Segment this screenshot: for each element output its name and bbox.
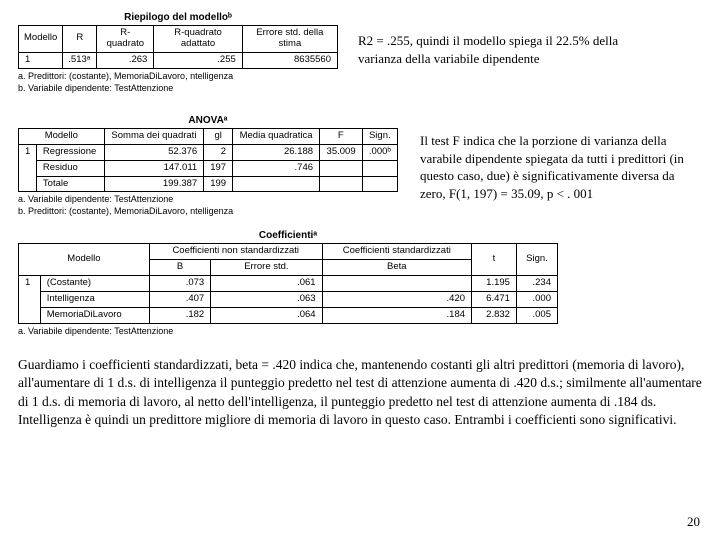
coeff-table: Modello Coefficienti non standardizzati … xyxy=(18,243,558,324)
table-row: Modello Coefficienti non standardizzati … xyxy=(19,244,558,260)
table-row: 1 (Costante) .073 .061 1.195 .234 xyxy=(19,276,558,292)
data-cell: .064 xyxy=(211,308,322,324)
data-cell: 8635560 xyxy=(242,52,337,68)
header-cell: Errore std. della stima xyxy=(242,26,337,53)
data-cell: .061 xyxy=(211,276,322,292)
header-cell: F xyxy=(320,128,363,144)
riepilogo-table-wrap: Riepilogo del modelloᵇ Modello R R-quadr… xyxy=(18,12,338,93)
coeff-section: Coefficientiᵃ Modello Coefficienti non s… xyxy=(18,230,702,336)
coeff-title: Coefficientiᵃ xyxy=(18,230,558,241)
table-row: Residuo 147.011 197 .746 xyxy=(19,160,398,176)
header-cell: R-quadrato xyxy=(97,26,154,53)
data-cell: .184 xyxy=(322,308,471,324)
data-cell: 52.376 xyxy=(104,144,204,160)
header-cell: Modello xyxy=(19,26,63,53)
data-cell: 2.832 xyxy=(472,308,517,324)
table-row: 1 Regressione 52.376 2 26.188 35.009 .00… xyxy=(19,144,398,160)
header-cell: Sign. xyxy=(362,128,397,144)
data-cell: MemoriaDiLavoro xyxy=(40,308,149,324)
data-cell: .073 xyxy=(149,276,210,292)
header-cell: t xyxy=(472,244,517,276)
header-cell: Coefficienti standardizzati xyxy=(322,244,471,260)
data-cell xyxy=(362,160,397,176)
anova-title: ANOVAᵃ xyxy=(18,115,398,126)
data-cell: .182 xyxy=(149,308,210,324)
data-cell: .255 xyxy=(154,52,242,68)
data-cell: 1.195 xyxy=(472,276,517,292)
riepilogo-section: Riepilogo del modelloᵇ Modello R R-quadr… xyxy=(18,12,702,101)
data-cell: 1 xyxy=(19,144,37,192)
table-row: Intelligenza .407 .063 .420 6.471 .000 xyxy=(19,292,558,308)
data-cell: Intelligenza xyxy=(40,292,149,308)
data-cell: .005 xyxy=(516,308,557,324)
data-cell: .000ᵇ xyxy=(362,144,397,160)
data-cell: 147.011 xyxy=(104,160,204,176)
data-cell: Regressione xyxy=(36,144,104,160)
data-cell xyxy=(320,176,363,192)
data-cell: Totale xyxy=(36,176,104,192)
data-cell: 1 xyxy=(19,276,41,324)
data-cell xyxy=(320,160,363,176)
header-cell: R-quadrato adattato xyxy=(154,26,242,53)
data-cell: 199.387 xyxy=(104,176,204,192)
coeff-note-a: a. Variabile dipendente: TestAttenzione xyxy=(18,326,702,336)
data-cell xyxy=(322,276,471,292)
data-cell: 6.471 xyxy=(472,292,517,308)
data-cell: 197 xyxy=(204,160,233,176)
header-cell: Modello xyxy=(19,244,150,276)
riepilogo-note-b: b. Variabile dipendente: TestAttenzione xyxy=(18,83,338,93)
riepilogo-note-a: a. Predittori: (costante), MemoriaDiLavo… xyxy=(18,71,338,81)
data-cell: 26.188 xyxy=(233,144,320,160)
anova-table: Modello Somma dei quadrati gl Media quad… xyxy=(18,128,398,193)
header-cell: Somma dei quadrati xyxy=(104,128,204,144)
page-number: 20 xyxy=(687,514,700,530)
table-row: Modello R R-quadrato R-quadrato adattato… xyxy=(19,26,338,53)
riepilogo-title: Riepilogo del modelloᵇ xyxy=(18,12,338,23)
header-cell: gl xyxy=(204,128,233,144)
header-cell: Media quadratica xyxy=(233,128,320,144)
body-paragraph: Guardiamo i coefficienti standardizzati,… xyxy=(18,356,702,429)
data-cell: .000 xyxy=(516,292,557,308)
data-cell: 199 xyxy=(204,176,233,192)
table-row: MemoriaDiLavoro .182 .064 .184 2.832 .00… xyxy=(19,308,558,324)
table-row: 1 .513ᵃ .263 .255 8635560 xyxy=(19,52,338,68)
data-cell xyxy=(362,176,397,192)
annotation-ftest: Il test F indica che la porzione di vari… xyxy=(420,132,690,202)
data-cell: (Costante) xyxy=(40,276,149,292)
data-cell: .063 xyxy=(211,292,322,308)
data-cell: .420 xyxy=(322,292,471,308)
header-cell: Modello xyxy=(19,128,105,144)
anova-note-b: b. Predittori: (costante), MemoriaDiLavo… xyxy=(18,206,702,216)
data-cell: .746 xyxy=(233,160,320,176)
data-cell: 2 xyxy=(204,144,233,160)
data-cell: .234 xyxy=(516,276,557,292)
header-cell: Beta xyxy=(322,260,471,276)
data-cell xyxy=(233,176,320,192)
table-row: Modello Somma dei quadrati gl Media quad… xyxy=(19,128,398,144)
riepilogo-table: Modello R R-quadrato R-quadrato adattato… xyxy=(18,25,338,69)
header-cell: Sign. xyxy=(516,244,557,276)
annotation-r2: R2 = .255, quindi il modello spiega il 2… xyxy=(358,32,638,67)
data-cell: .513ᵃ xyxy=(63,52,97,68)
data-cell: 1 xyxy=(19,52,63,68)
header-cell: Coefficienti non standardizzati xyxy=(149,244,322,260)
data-cell: .407 xyxy=(149,292,210,308)
table-row: Totale 199.387 199 xyxy=(19,176,398,192)
data-cell: 35.009 xyxy=(320,144,363,160)
header-cell: B xyxy=(149,260,210,276)
header-cell: Errore std. xyxy=(211,260,322,276)
data-cell: Residuo xyxy=(36,160,104,176)
header-cell: R xyxy=(63,26,97,53)
data-cell: .263 xyxy=(97,52,154,68)
